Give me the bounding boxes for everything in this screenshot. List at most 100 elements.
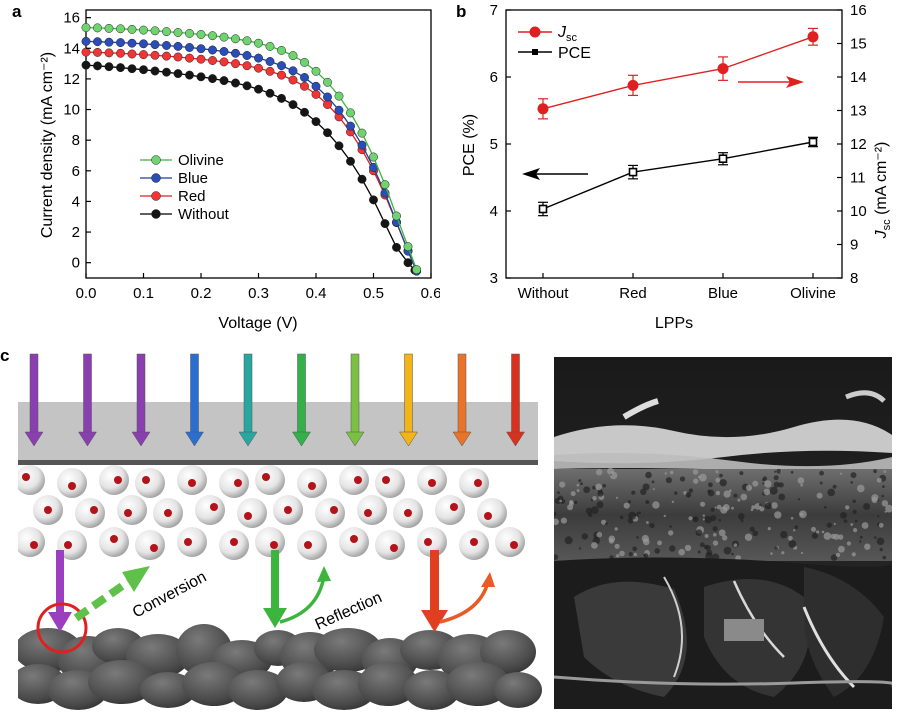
jv-point	[104, 23, 114, 33]
jv-point	[242, 81, 252, 91]
jv-legend-marker	[151, 209, 161, 219]
absorption-highlight-circle	[36, 602, 88, 654]
jv-point	[127, 24, 137, 34]
legend-marker-pce	[532, 49, 538, 55]
purple-absorbed-arrow-icon	[48, 550, 72, 632]
jsc-y-tick-label: 12	[850, 136, 867, 153]
right-axis-arrow-icon	[738, 76, 804, 88]
pce-y-tick-label: 4	[490, 203, 498, 220]
pce-left-axis-label: PCE (%)	[461, 114, 478, 176]
phosphor-particle	[237, 498, 267, 528]
jv-legend-marker	[151, 191, 161, 201]
pce-plot-frame	[505, 9, 843, 279]
jv-point	[185, 53, 194, 63]
phosphor-particle	[375, 530, 405, 560]
absorber-grain	[446, 662, 510, 706]
jv-point	[300, 73, 309, 82]
jv-point	[219, 57, 229, 67]
legend-label-jsc: Jsc	[557, 24, 578, 44]
pce-y-tick-label: 7	[490, 2, 498, 19]
jsc-y-tick-label: 11	[850, 170, 866, 187]
jv-legend-label: Olivine	[178, 152, 224, 169]
pce-y-tick-label: 6	[490, 69, 498, 86]
phosphor-particle	[99, 527, 129, 557]
jv-point	[231, 78, 240, 88]
jv-point	[346, 108, 355, 118]
jv-point	[127, 64, 137, 74]
jsc-right-axis-sub: sc	[881, 219, 893, 231]
jv-point	[162, 41, 171, 50]
jv-y-tick-label: 16	[63, 10, 80, 27]
green-converted-arrow-icon	[73, 566, 150, 622]
phosphor-particle	[33, 495, 63, 525]
jv-series-without	[81, 60, 420, 275]
jsc-y-tick-label: 14	[850, 69, 867, 86]
jv-point	[81, 23, 91, 33]
phosphor-particle	[435, 495, 465, 525]
pce-jsc-chart: Without Red Blue Olivine 3 4 5 6 7 8 9 10 11 12 13 14 15…	[461, 2, 893, 332]
green-reflected-arrow-icon	[279, 575, 326, 624]
absorber-grain	[228, 670, 288, 710]
pce-series-group	[537, 27, 819, 217]
glass-substrate	[18, 402, 538, 460]
absorber-grain	[140, 672, 196, 708]
pce-y-tick-label: 5	[490, 136, 498, 153]
jv-point	[162, 51, 171, 61]
jv-point	[242, 51, 252, 60]
jv-point	[116, 48, 125, 58]
jv-series-group	[81, 23, 422, 276]
pce-category-label: Without	[518, 285, 570, 302]
phosphor-particle	[219, 468, 249, 498]
phosphor-particle	[393, 498, 423, 528]
phosphor-particle	[117, 495, 147, 525]
jv-point	[323, 128, 332, 138]
phosphor-particle	[297, 530, 327, 560]
jv-y-tick-label: 14	[63, 40, 80, 57]
jv-point	[346, 121, 355, 131]
data-point	[537, 103, 549, 115]
jv-y-tick-label: 10	[63, 102, 80, 119]
jv-point	[162, 27, 171, 37]
jv-point	[323, 77, 332, 87]
jv-point	[185, 28, 194, 38]
incident-arrow-icon	[24, 353, 44, 447]
phosphor-particle	[99, 465, 129, 495]
red-reflected-arrow-icon	[439, 581, 490, 624]
electrode-layer	[18, 460, 538, 465]
data-point	[718, 154, 728, 163]
jv-point	[185, 43, 194, 52]
data-point	[627, 79, 639, 91]
jv-x-tick-label: 0.3	[248, 285, 269, 302]
jv-point	[116, 63, 125, 73]
jv-point	[380, 180, 390, 190]
jv-point	[93, 37, 102, 47]
jv-x-tick-label: 0.0	[76, 285, 97, 302]
jv-point	[150, 50, 160, 60]
legend-label-pce: PCE	[558, 45, 591, 62]
jv-legend-marker	[151, 173, 161, 183]
phosphor-particle	[417, 465, 447, 495]
jv-point	[81, 36, 91, 46]
jv-point	[139, 50, 148, 60]
phosphor-particle-layer	[18, 465, 525, 560]
phosphor-particle	[339, 465, 369, 495]
jv-point	[173, 28, 183, 37]
jv-point	[173, 52, 183, 62]
phosphor-particle	[357, 495, 387, 525]
incident-arrow-icon	[506, 353, 525, 447]
jv-y-tick-label: 6	[72, 163, 80, 180]
jv-y-axis-label: Current density (mA cm⁻²)	[39, 52, 56, 238]
jv-chart: 0.0 0.1 0.2 0.3 0.4 0.5 0.6 0 2 4 6 8 10 12 14 16 Volta…	[39, 9, 440, 332]
jv-point	[150, 26, 160, 36]
phosphor-particle	[339, 527, 369, 557]
phosphor-particle	[18, 527, 45, 557]
jv-point	[288, 100, 298, 110]
pce-axes-ticks: Without Red Blue Olivine 3 4 5 6 7 8 9 10 11 12 13 14 15…	[490, 2, 867, 302]
jv-point	[127, 38, 137, 48]
jv-y-tick-label: 2	[72, 224, 80, 241]
jv-point	[196, 54, 206, 64]
jv-point	[208, 45, 217, 55]
jv-point	[104, 62, 114, 72]
legend-marker-jsc	[529, 26, 541, 38]
